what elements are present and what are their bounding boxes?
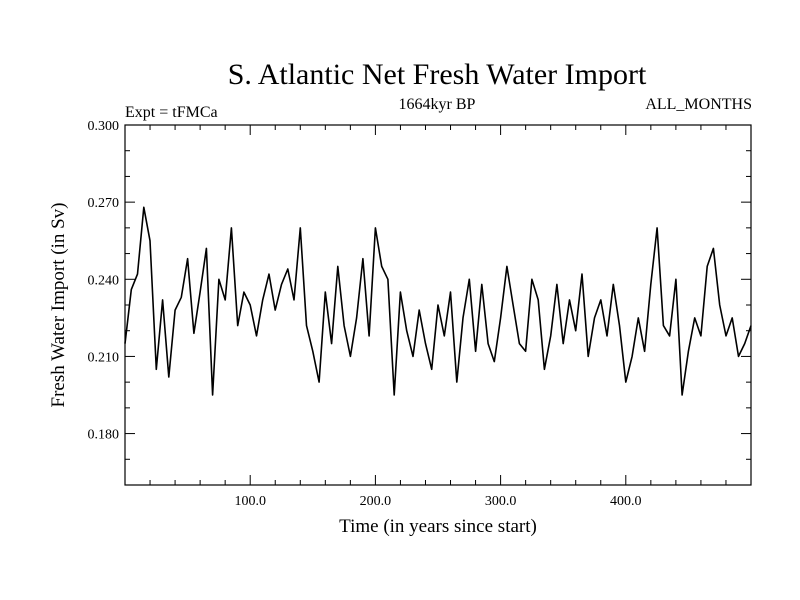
y-axis-label: Fresh Water Import (in Sv) [48,203,69,408]
y-tick-label: 0.210 [88,350,120,365]
x-tick-label: 200.0 [360,494,392,509]
y-tick-label: 0.240 [88,273,120,288]
experiment-label: Expt = tFMCa [125,104,218,121]
chart-title: S. Atlantic Net Fresh Water Import [228,58,647,91]
x-tick-label: 100.0 [234,494,266,509]
x-tick-label: 400.0 [610,494,642,509]
axis-tick-labels: 100.0 200.0 300.0 400.0 0.180 0.210 0.240 0.270… [88,119,642,509]
x-axis-label: Time (in years since start) [339,516,537,537]
axis-ticks [124,124,752,486]
y-tick-label: 0.270 [88,196,120,211]
x-tick-label: 300.0 [485,494,517,509]
y-tick-label: 0.180 [88,428,120,443]
months-label: ALL_MONTHS [645,96,752,113]
period-label: 1664kyr BP [399,96,476,113]
series-line [124,206,752,396]
y-tick-label: 0.300 [88,119,120,134]
